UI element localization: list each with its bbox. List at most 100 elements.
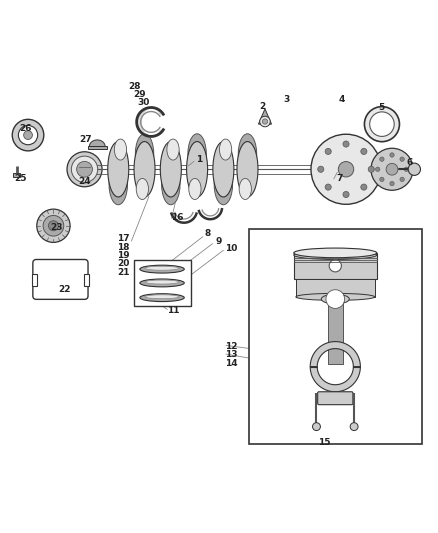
Circle shape (408, 163, 420, 175)
Ellipse shape (145, 266, 179, 270)
Circle shape (350, 423, 358, 431)
Circle shape (43, 215, 64, 236)
Circle shape (400, 157, 404, 161)
Ellipse shape (140, 294, 184, 302)
Text: 24: 24 (78, 177, 90, 187)
Ellipse shape (294, 248, 377, 257)
Text: 11: 11 (167, 306, 179, 315)
Text: 30: 30 (138, 98, 150, 107)
Bar (328, 297, 343, 365)
Circle shape (390, 181, 394, 185)
Circle shape (386, 164, 398, 175)
Text: 9: 9 (216, 237, 222, 246)
Ellipse shape (162, 165, 180, 205)
Text: 29: 29 (133, 90, 145, 99)
Text: 25: 25 (14, 174, 27, 183)
Circle shape (325, 184, 331, 190)
Circle shape (12, 119, 44, 151)
Circle shape (262, 119, 268, 124)
Circle shape (338, 161, 354, 177)
Circle shape (364, 107, 399, 142)
Circle shape (77, 161, 92, 177)
Polygon shape (258, 109, 272, 124)
Circle shape (260, 116, 270, 127)
Ellipse shape (167, 139, 179, 160)
Ellipse shape (109, 165, 127, 205)
Bar (134, 260, 191, 306)
Circle shape (368, 166, 374, 172)
Ellipse shape (239, 179, 251, 199)
Bar (296, 279, 375, 297)
FancyBboxPatch shape (33, 260, 88, 300)
Text: 10: 10 (225, 244, 237, 253)
Text: 20: 20 (117, 260, 130, 269)
Text: 6: 6 (406, 158, 413, 167)
Ellipse shape (213, 142, 234, 197)
Circle shape (318, 166, 324, 172)
Circle shape (313, 423, 321, 431)
Bar (32, 274, 37, 286)
Circle shape (371, 148, 413, 190)
Circle shape (37, 209, 70, 243)
Circle shape (380, 157, 384, 161)
Circle shape (343, 141, 349, 147)
Circle shape (375, 167, 380, 172)
Text: 5: 5 (378, 103, 384, 112)
Bar (294, 253, 377, 279)
Text: 2: 2 (260, 102, 266, 111)
Circle shape (329, 260, 342, 272)
Ellipse shape (219, 139, 232, 160)
Text: 27: 27 (80, 135, 92, 144)
Circle shape (326, 290, 345, 309)
Text: 15: 15 (318, 438, 330, 447)
Text: 21: 21 (117, 268, 130, 277)
Ellipse shape (134, 142, 155, 197)
Bar (249, 229, 422, 444)
Circle shape (49, 221, 58, 231)
Text: 17: 17 (117, 235, 130, 244)
Bar (13, 173, 20, 177)
Circle shape (361, 184, 367, 190)
Ellipse shape (296, 293, 375, 301)
Text: 23: 23 (50, 223, 62, 232)
Bar (84, 274, 89, 286)
Circle shape (404, 167, 409, 172)
Text: 12: 12 (225, 342, 237, 351)
Ellipse shape (189, 179, 201, 199)
Ellipse shape (214, 165, 233, 205)
Ellipse shape (145, 280, 179, 284)
Text: 22: 22 (59, 285, 71, 294)
Polygon shape (88, 147, 107, 149)
Ellipse shape (108, 142, 129, 197)
Ellipse shape (140, 279, 184, 287)
Ellipse shape (135, 134, 154, 174)
Ellipse shape (140, 265, 184, 273)
Circle shape (370, 112, 394, 136)
Circle shape (311, 134, 381, 204)
Ellipse shape (237, 142, 258, 197)
Text: 26: 26 (19, 124, 32, 133)
Circle shape (18, 125, 38, 145)
Circle shape (343, 191, 349, 198)
Text: 28: 28 (129, 82, 141, 91)
Ellipse shape (187, 142, 208, 197)
Ellipse shape (136, 179, 148, 199)
Ellipse shape (188, 134, 206, 174)
Text: 16: 16 (171, 213, 184, 222)
Polygon shape (310, 342, 360, 367)
Text: 19: 19 (117, 251, 130, 260)
Text: 13: 13 (225, 351, 237, 359)
Polygon shape (89, 140, 105, 147)
Circle shape (390, 153, 394, 157)
Ellipse shape (294, 251, 377, 260)
Text: 3: 3 (284, 95, 290, 104)
Circle shape (71, 156, 98, 182)
Text: 14: 14 (225, 359, 237, 368)
Ellipse shape (238, 134, 257, 174)
Text: 1: 1 (196, 155, 202, 164)
Ellipse shape (321, 294, 349, 304)
Circle shape (24, 131, 32, 140)
Circle shape (361, 148, 367, 155)
Polygon shape (310, 367, 360, 392)
Circle shape (400, 177, 404, 182)
